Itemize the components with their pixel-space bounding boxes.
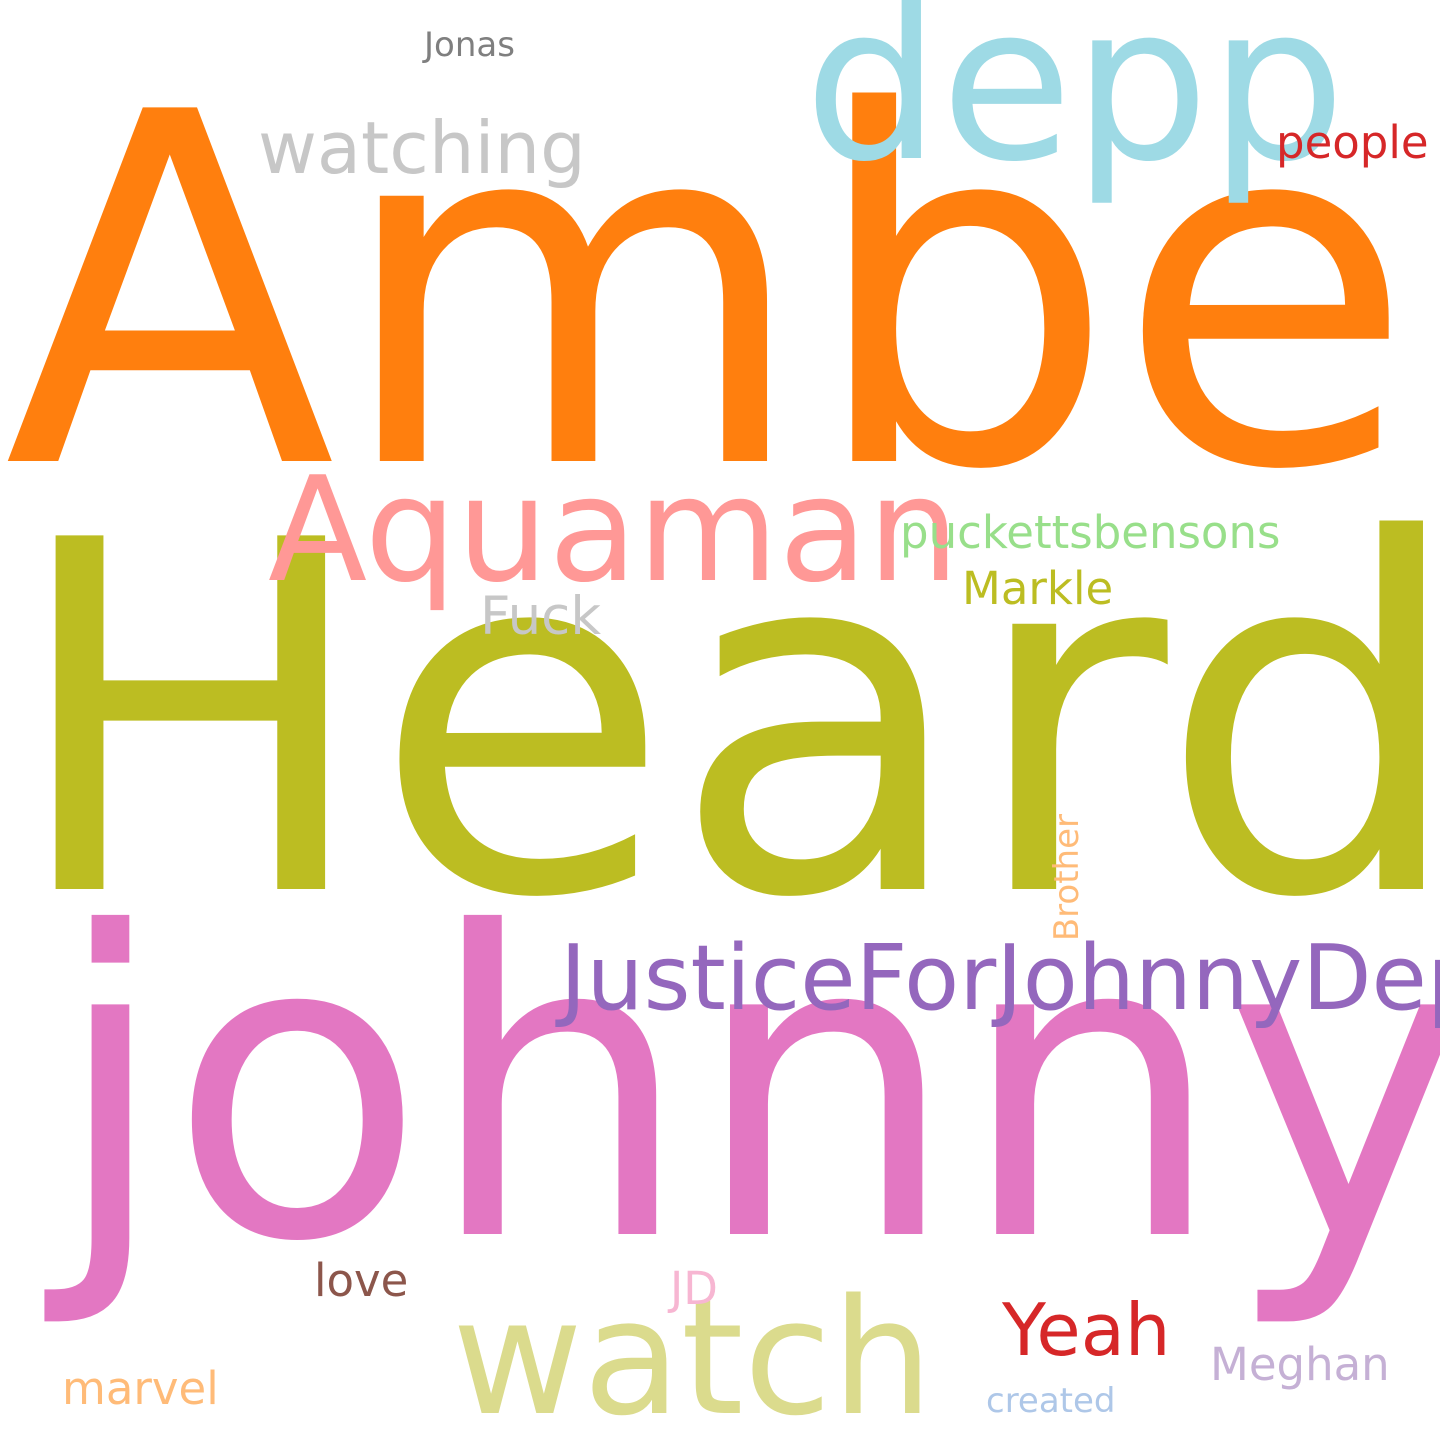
word-amber: Amber bbox=[4, 12, 1440, 576]
word-johnny: johnny bbox=[52, 845, 1440, 1334]
word-justiceforjohnnydepp: JusticeForJohnnyDepp bbox=[560, 926, 1440, 1031]
word-aquaman: Aquaman bbox=[268, 446, 960, 615]
word-love: love bbox=[314, 1254, 409, 1307]
word-heard: Heard bbox=[8, 440, 1440, 1004]
word-created: created bbox=[986, 1381, 1116, 1421]
word-puckettsbensons: puckettsbensons bbox=[900, 506, 1281, 559]
word-fuck: Fuck bbox=[480, 586, 602, 647]
word-meghan: Meghan bbox=[1210, 1338, 1390, 1391]
word-marvel: marvel bbox=[62, 1362, 219, 1415]
word-markle: Markle bbox=[962, 562, 1114, 615]
word-jonas: Jonas bbox=[424, 25, 515, 65]
word-jd: JD bbox=[670, 1262, 718, 1315]
word-brother: Brother bbox=[1047, 814, 1087, 942]
word-yeah: Yeah bbox=[1002, 1288, 1171, 1372]
word-people: people bbox=[1276, 116, 1429, 169]
word-watching: watching bbox=[258, 106, 586, 190]
word-depp: depp bbox=[804, 0, 1346, 209]
word-watch: watch bbox=[452, 1264, 934, 1440]
